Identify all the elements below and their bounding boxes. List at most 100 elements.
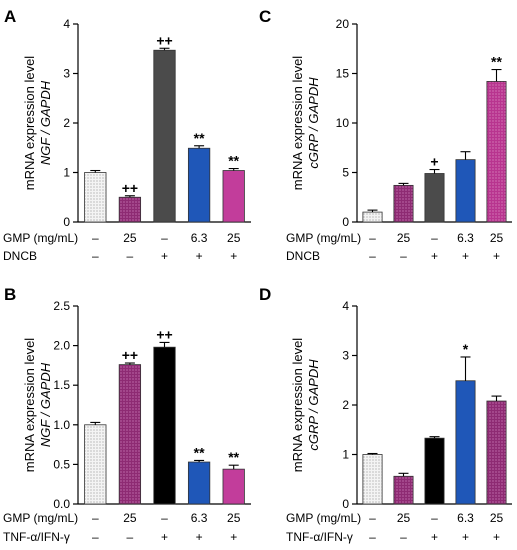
condition-row1-label: –: [161, 511, 168, 525]
condition-row2-label: +: [493, 530, 500, 544]
y-tick-label: 15: [336, 67, 350, 81]
condition-row1-label: 25: [123, 511, 137, 525]
condition-row1-label: 25: [490, 231, 504, 245]
bar: [84, 172, 107, 223]
y-tick-label: 20: [336, 17, 350, 31]
panel-a: A 0 1 2 3 4 mRNA expression level NGF / GAPDH –…: [3, 7, 251, 263]
condition-row2-label: +: [462, 249, 469, 263]
condition-row2-label: +: [462, 530, 469, 544]
y-tick-label: 0: [342, 497, 349, 511]
y-tick-label: 1: [63, 166, 70, 180]
panel-d-letter: D: [259, 285, 271, 304]
panel-b: B 0.0 0.5 1.0 1.5 2.0 2.5 mRNA expression leve…: [3, 285, 251, 544]
condition-row2-label: +: [196, 249, 203, 263]
condition-row1-label: –: [92, 231, 99, 245]
condition-row1-label: –: [369, 511, 376, 525]
condition-row1-label: –: [431, 231, 438, 245]
condition-row1-label: 25: [490, 511, 504, 525]
y-tick-label: 1.0: [53, 418, 70, 432]
condition-row2-label: +: [230, 249, 237, 263]
row1-header: GMP (mg/mL): [286, 511, 361, 525]
row1-header: GMP (mg/mL): [286, 231, 361, 245]
y-axis-label: mRNA expression level: [290, 56, 305, 190]
row1-header: GMP (mg/mL): [3, 231, 78, 245]
y-tick-label: 0: [342, 215, 349, 229]
y-tick-label: 4: [63, 17, 70, 31]
bar: [424, 437, 445, 505]
y-tick-label: 0.5: [53, 457, 70, 471]
bar: [187, 461, 211, 505]
row2-header: DNCB: [286, 249, 320, 263]
significance-label: +: [430, 154, 438, 170]
condition-row2-label: –: [400, 530, 407, 544]
condition-row1-label: 25: [397, 511, 411, 525]
condition-row1-label: 25: [397, 231, 411, 245]
condition-row2-label: +: [161, 249, 168, 263]
bar: [362, 211, 383, 223]
condition-row2-label: –: [369, 530, 376, 544]
condition-row1-label: 6.3: [457, 231, 474, 245]
condition-row2-label: +: [230, 530, 237, 544]
significance-label: *: [463, 341, 469, 357]
condition-row1-label: –: [161, 231, 168, 245]
y-axis-sublabel: cGRP / GAPDH: [306, 359, 321, 451]
significance-label: **: [194, 444, 205, 460]
panel-a-letter: A: [4, 7, 16, 26]
bar: [118, 196, 142, 223]
y-axis-sublabel: NGF / GAPDH: [38, 80, 53, 165]
y-tick-label: 1.5: [53, 378, 70, 392]
y-tick-label: 1: [342, 448, 349, 462]
bar: [393, 475, 414, 505]
significance-label: **: [194, 130, 205, 146]
bar: [362, 454, 383, 505]
y-axis-label: mRNA expression level: [22, 338, 37, 472]
bar: [455, 380, 476, 505]
condition-row1-label: 6.3: [457, 511, 474, 525]
condition-row1-label: 25: [227, 511, 241, 525]
condition-row2-label: –: [127, 530, 134, 544]
bar: [222, 170, 245, 223]
condition-row1-label: 25: [123, 231, 137, 245]
significance-label: **: [491, 54, 502, 70]
bar: [222, 468, 245, 505]
y-axis-label: mRNA expression level: [22, 56, 37, 190]
y-axis-label: mRNA expression level: [290, 338, 305, 472]
condition-row2-label: –: [92, 530, 99, 544]
y-axis-sublabel: cGRP / GAPDH: [306, 77, 321, 169]
row2-header: TNF-α/IFN-γ: [286, 530, 353, 544]
condition-row2-label: –: [92, 249, 99, 263]
y-tick-label: 3: [342, 349, 349, 363]
panel-d: D 0 1 2 3 4 mRNA expression level cGRP / GAPDH…: [259, 285, 512, 544]
condition-row1-label: 6.3: [191, 231, 208, 245]
bar: [424, 173, 445, 223]
condition-row1-label: –: [369, 231, 376, 245]
bar: [393, 184, 414, 223]
condition-row2-label: –: [400, 249, 407, 263]
y-tick-label: 2.0: [53, 339, 70, 353]
bar: [486, 81, 507, 223]
condition-row1-label: –: [92, 511, 99, 525]
condition-row1-label: 6.3: [191, 511, 208, 525]
y-tick-label: 3: [63, 67, 70, 81]
condition-row2-label: +: [196, 530, 203, 544]
significance-label: ++: [122, 180, 138, 196]
y-tick-label: 2: [63, 116, 70, 130]
bar: [486, 400, 507, 505]
row1-header: GMP (mg/mL): [3, 511, 78, 525]
significance-label: **: [228, 449, 239, 465]
bar: [118, 364, 142, 505]
panel-c: C 0 5 10 15 20 mRNA expression level cGRP / GA…: [259, 7, 512, 263]
significance-label: ++: [156, 326, 172, 342]
significance-label: ++: [156, 32, 172, 48]
y-tick-label: 0.0: [53, 497, 70, 511]
panel-c-letter: C: [259, 7, 271, 26]
condition-row1-label: –: [431, 511, 438, 525]
bar: [187, 147, 211, 223]
condition-row2-label: –: [127, 249, 134, 263]
condition-row2-label: +: [431, 530, 438, 544]
bar: [84, 424, 107, 505]
y-tick-label: 10: [336, 116, 350, 130]
condition-row2-label: +: [161, 530, 168, 544]
condition-row2-label: –: [369, 249, 376, 263]
